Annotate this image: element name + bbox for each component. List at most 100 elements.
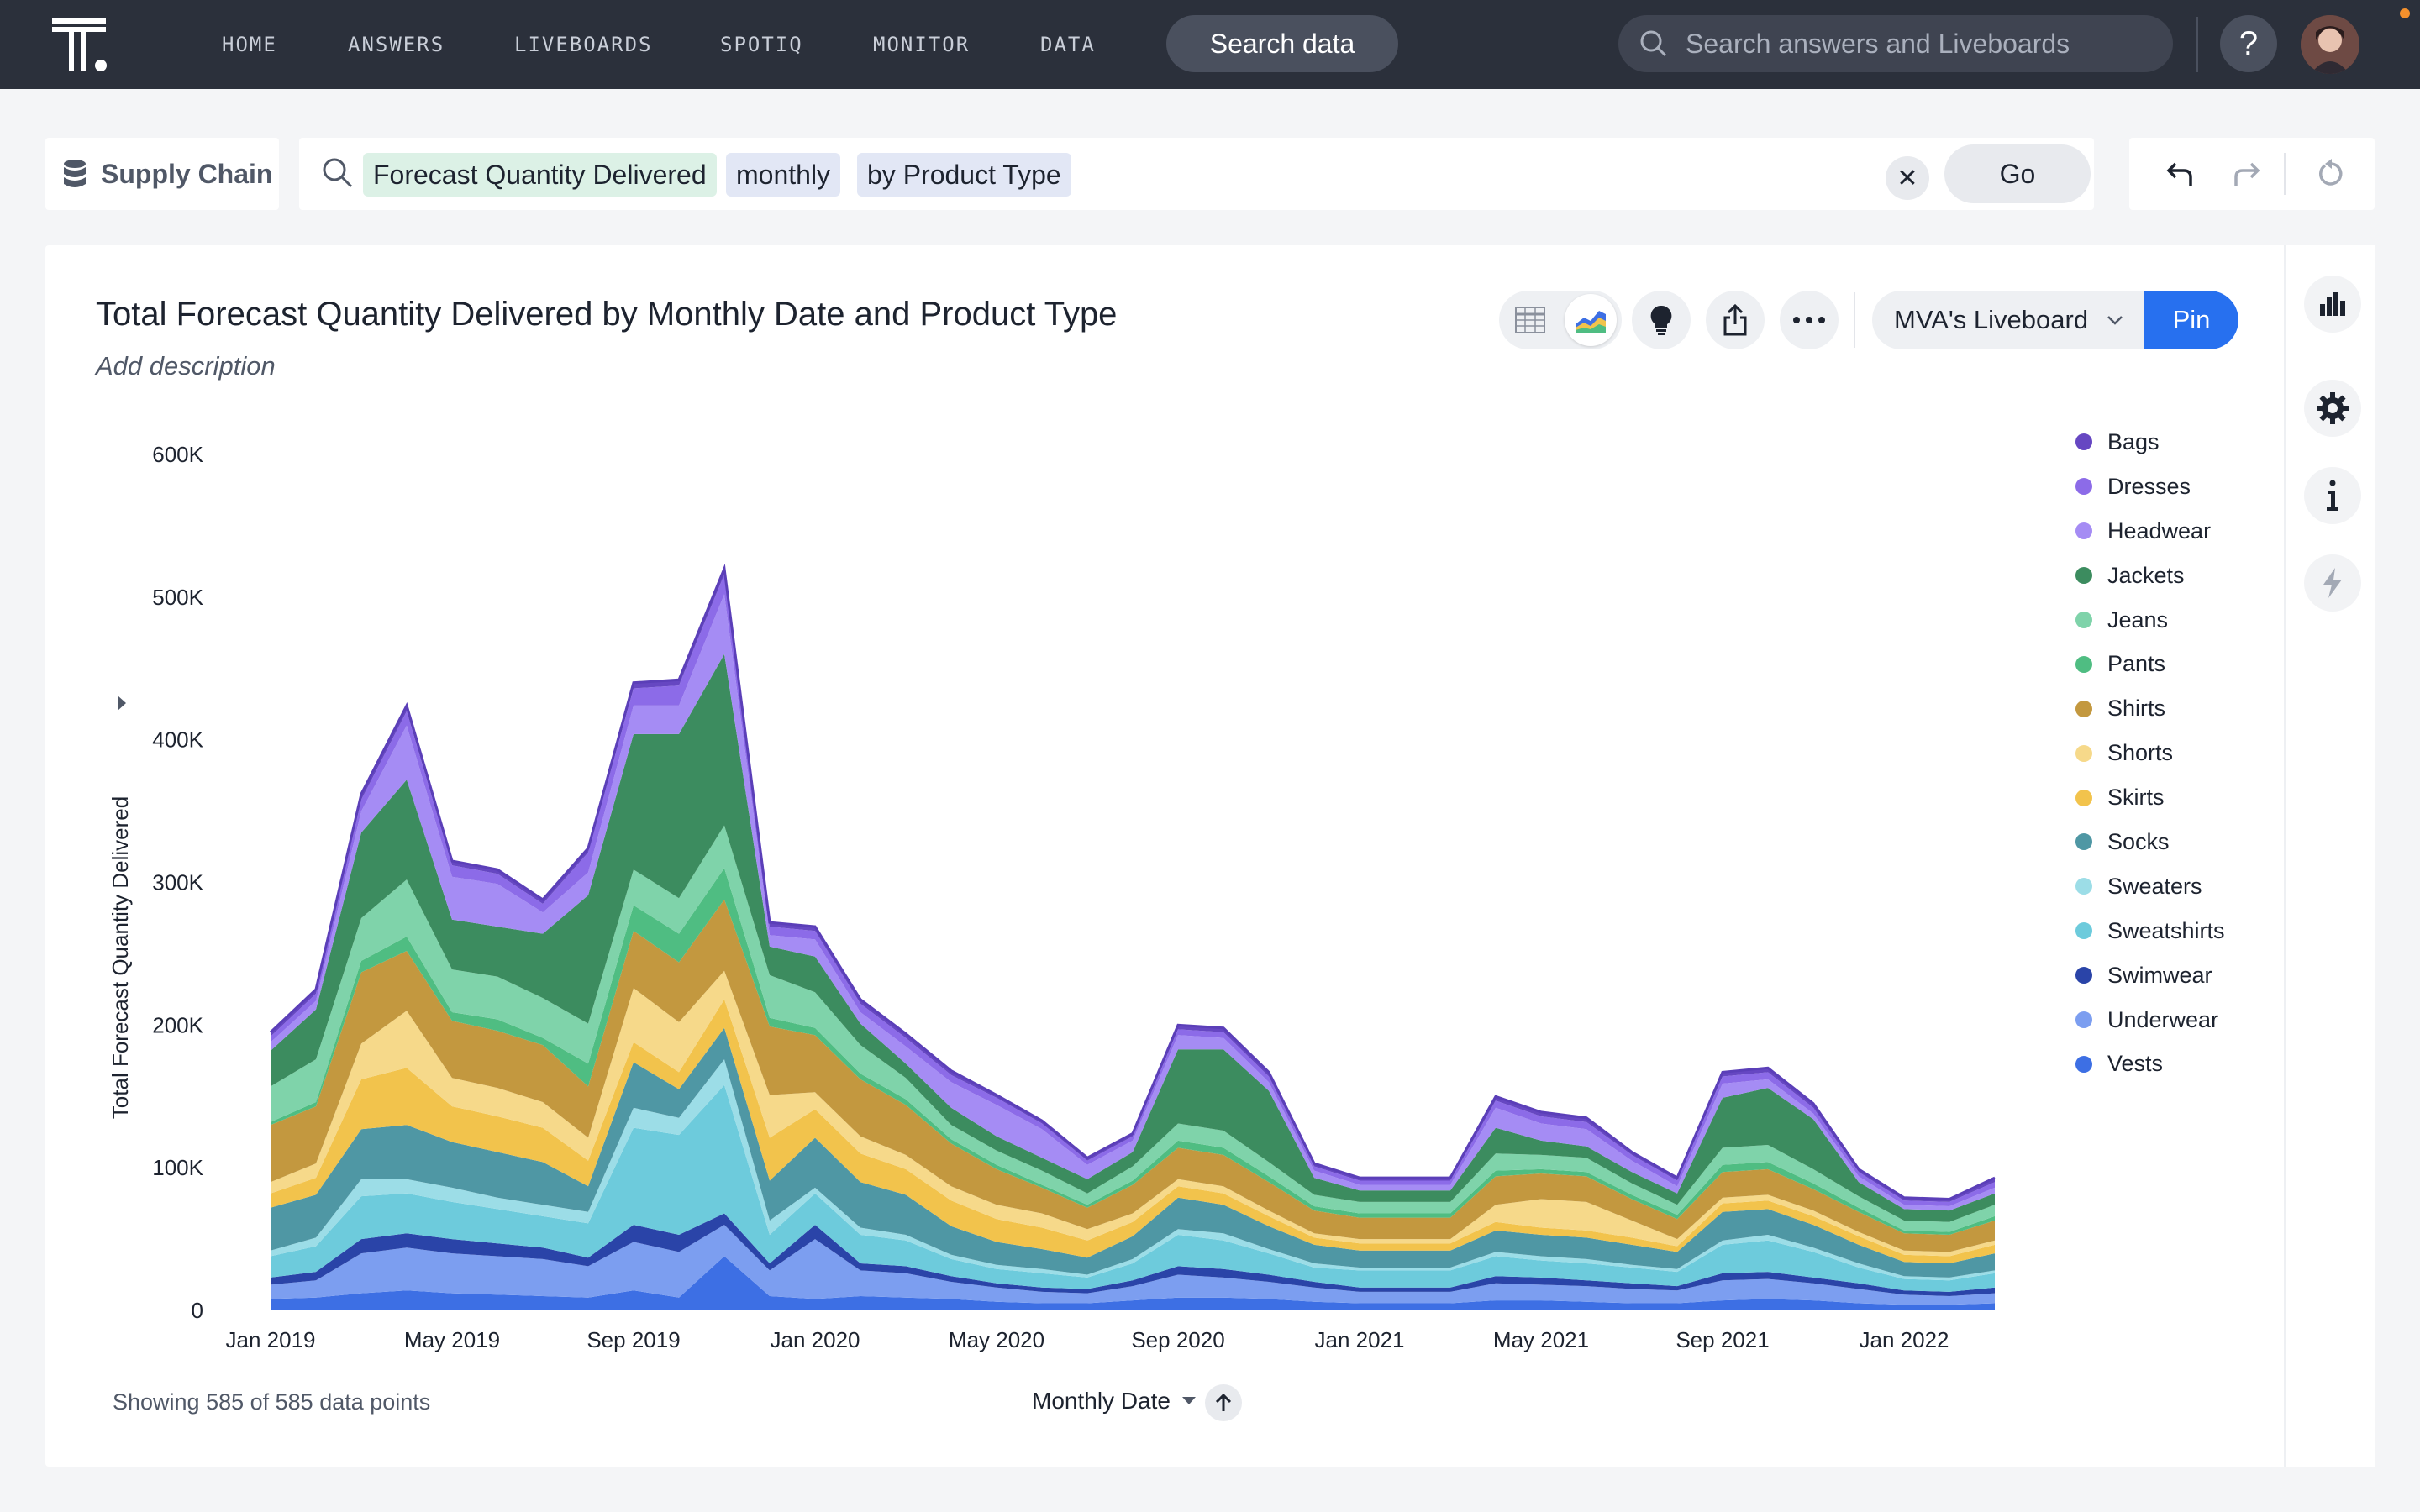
nav-liveboards[interactable]: LIVEBOARDS	[514, 33, 653, 56]
y-tick-label: 400K	[152, 727, 203, 753]
search-data-button[interactable]: Search data	[1166, 15, 1398, 72]
sort-column-label: Monthly Date	[1032, 1388, 1171, 1414]
legend-label: Pants	[2107, 651, 2166, 677]
info-icon	[2327, 480, 2338, 511]
clear-search-button[interactable]: ✕	[1886, 156, 1929, 200]
legend-item-pants[interactable]: Pants	[2075, 642, 2225, 686]
answer-title[interactable]: Total Forecast Quantity Delivered by Mon…	[96, 296, 1118, 333]
spotiq-insights-button[interactable]	[1632, 291, 1691, 349]
legend-label: Swimwear	[2107, 962, 2212, 988]
legend-label: Sweatshirts	[2107, 917, 2225, 943]
legend-item-socks[interactable]: Socks	[2075, 820, 2225, 864]
legend-item-sweatshirts[interactable]: Sweatshirts	[2075, 909, 2225, 953]
chevron-down-icon	[2107, 316, 2123, 325]
y-tick-label: 200K	[152, 1012, 203, 1037]
avatar-image	[2301, 15, 2360, 74]
legend-item-jackets[interactable]: Jackets	[2075, 554, 2225, 598]
table-icon	[1515, 307, 1545, 333]
global-search-input[interactable]: Search answers and Liveboards	[1618, 15, 2173, 72]
chart-type-button[interactable]	[2304, 276, 2361, 333]
data-source-selector[interactable]: Supply Chain	[45, 138, 279, 210]
chart-view-button[interactable]	[1565, 294, 1617, 346]
database-icon	[64, 160, 86, 187]
caret-down-icon	[1181, 1397, 1196, 1404]
x-tick-label: Jan 2020	[771, 1327, 860, 1352]
area-series-jackets[interactable]	[271, 654, 1995, 1222]
nav-monitor[interactable]: MONITOR	[873, 33, 971, 56]
x-tick-label: Jan 2019	[226, 1327, 316, 1352]
x-tick-label: May 2021	[1493, 1327, 1589, 1352]
lightning-icon	[2323, 568, 2342, 598]
search-token-monthly[interactable]: monthly	[726, 153, 841, 197]
x-tick-label: May 2020	[949, 1327, 1044, 1352]
legend-label: Shorts	[2107, 740, 2174, 766]
history-divider	[2284, 153, 2286, 195]
area-series-underwear[interactable]	[271, 1225, 1995, 1305]
table-view-button[interactable]	[1504, 294, 1556, 346]
info-button[interactable]	[2304, 467, 2361, 524]
area-series-shirts[interactable]	[271, 899, 1995, 1252]
liveboard-dropdown[interactable]: MVA's Liveboard	[1872, 291, 2144, 349]
reset-button[interactable]	[2311, 153, 2353, 195]
pin-button[interactable]: Pin	[2144, 291, 2238, 349]
search-query-bar[interactable]: Forecast Quantity Delivered monthly by P…	[299, 138, 2094, 210]
legend-swatch	[2075, 655, 2092, 673]
nav-data[interactable]: DATA	[1040, 33, 1096, 56]
share-button[interactable]	[1706, 291, 1765, 349]
search-token-measure[interactable]: Forecast Quantity Delivered	[363, 153, 717, 197]
legend-swatch	[2075, 567, 2092, 585]
legend-item-sweaters[interactable]: Sweaters	[2075, 864, 2225, 909]
undo-button[interactable]	[2160, 153, 2202, 195]
legend-swatch	[2075, 967, 2092, 984]
search-icon	[1640, 30, 1667, 57]
y-tick-label: 300K	[152, 870, 203, 895]
legend-swatch	[2075, 522, 2092, 540]
legend-item-shorts[interactable]: Shorts	[2075, 731, 2225, 775]
legend-item-dresses[interactable]: Dresses	[2075, 465, 2225, 509]
thoughtspot-logo[interactable]	[52, 18, 111, 72]
help-button[interactable]: ?	[2220, 15, 2277, 72]
go-button[interactable]: Go	[1944, 144, 2091, 203]
legend-swatch	[2075, 878, 2092, 895]
more-icon	[1793, 317, 1825, 323]
x-tick-label: Sep 2020	[1131, 1327, 1224, 1352]
legend-item-jeans[interactable]: Jeans	[2075, 598, 2225, 643]
notification-dot	[2400, 8, 2410, 18]
axis-label-caret-icon[interactable]	[118, 696, 126, 711]
chart-settings-button[interactable]	[2304, 380, 2361, 437]
legend-item-bags[interactable]: Bags	[2075, 420, 2225, 465]
bar-chart-icon	[2320, 292, 2345, 316]
view-toggle	[1499, 291, 1622, 349]
redo-button[interactable]	[2225, 153, 2267, 195]
nav-home[interactable]: HOME	[222, 33, 277, 56]
legend-swatch	[2075, 922, 2092, 940]
nav-spotiq[interactable]: SPOTIQ	[720, 33, 803, 56]
area-series-vests[interactable]	[271, 1256, 1995, 1311]
share-icon	[1723, 304, 1747, 336]
answer-description[interactable]: Add description	[96, 351, 276, 381]
legend-item-swimwear[interactable]: Swimwear	[2075, 953, 2225, 998]
user-avatar[interactable]	[2301, 15, 2360, 74]
legend-swatch	[2075, 1055, 2092, 1073]
more-options-button[interactable]	[1780, 291, 1839, 349]
y-tick-label: 100K	[152, 1155, 203, 1180]
legend-item-vests[interactable]: Vests	[2075, 1042, 2225, 1086]
legend-label: Sweaters	[2107, 873, 2202, 899]
legend-item-shirts[interactable]: Shirts	[2075, 686, 2225, 731]
area-series-swimwear[interactable]	[271, 1213, 1995, 1297]
legend-item-headwear[interactable]: Headwear	[2075, 509, 2225, 554]
search-token-product-type[interactable]: by Product Type	[857, 153, 1071, 197]
sort-direction-button[interactable]	[1205, 1384, 1242, 1421]
legend-item-skirts[interactable]: Skirts	[2075, 775, 2225, 820]
arrow-up-icon	[1215, 1393, 1232, 1411]
custom-actions-button[interactable]	[2304, 554, 2361, 612]
legend-label: Skirts	[2107, 785, 2165, 811]
x-tick-label: Sep 2021	[1676, 1327, 1769, 1352]
y-tick-label: 600K	[152, 442, 203, 467]
area-series-sweatshirts[interactable]	[271, 1084, 1995, 1292]
legend-item-underwear[interactable]: Underwear	[2075, 998, 2225, 1042]
nav-answers[interactable]: ANSWERS	[348, 33, 445, 56]
global-search-placeholder: Search answers and Liveboards	[1686, 28, 2070, 59]
sort-column-dropdown[interactable]: Monthly Date	[1032, 1388, 1197, 1415]
